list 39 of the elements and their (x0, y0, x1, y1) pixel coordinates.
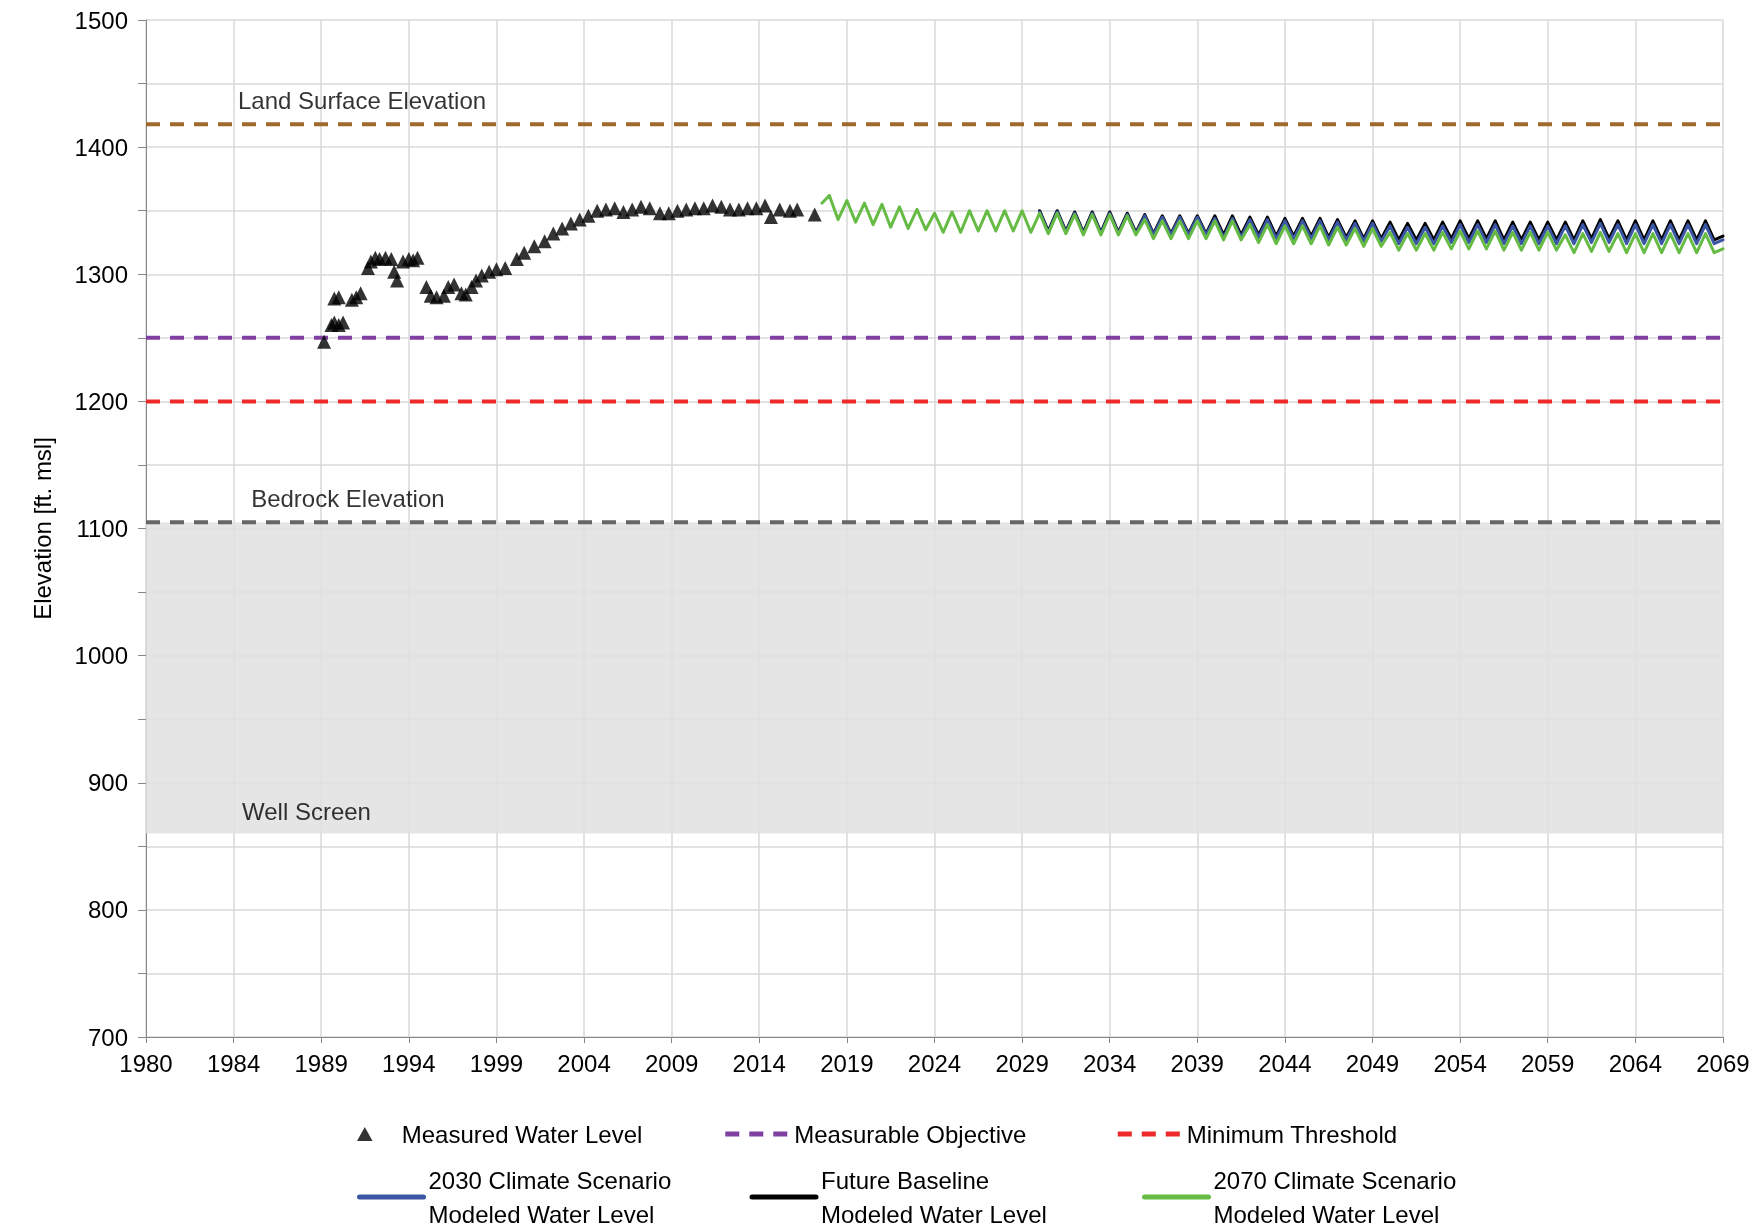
y-tick-label: 900 (87, 769, 128, 797)
legend-label: 2030 Climate Scenario Modeled Water Level (428, 1166, 678, 1224)
y-tick-label: 1300 (74, 260, 128, 288)
y-tick-label: 1200 (74, 387, 128, 415)
x-tick-label: 2069 (1696, 1049, 1750, 1077)
y-tick-label: 700 (87, 1023, 128, 1051)
x-tick-label: 2059 (1521, 1049, 1575, 1077)
legend-label: Future Baseline Modeled Water Level (821, 1166, 1047, 1224)
line-series (820, 193, 1725, 255)
x-tick-label: 2039 (1170, 1049, 1224, 1077)
band-label: Well Screen (242, 798, 371, 826)
x-tick-label: 1989 (294, 1049, 348, 1077)
legend-label: Minimum Threshold (1186, 1120, 1398, 1148)
y-tick-label: 1500 (74, 6, 128, 34)
x-tick-label: 1994 (382, 1049, 436, 1077)
x-tick-label: 1999 (469, 1049, 524, 1077)
x-tick-label: 2014 (732, 1049, 786, 1077)
annotation: Land Surface Elevation (237, 86, 487, 114)
x-tick-label: 2004 (557, 1049, 611, 1077)
x-tick-label: 2009 (644, 1049, 699, 1077)
legend-label: 2070 Climate Scenario Modeled Water Level (1213, 1166, 1463, 1224)
x-tick-label: 1984 (206, 1049, 261, 1077)
x-tick-label: 2049 (1345, 1049, 1400, 1077)
y-tick-label: 1400 (74, 133, 128, 161)
y-tick-label: 1000 (74, 642, 128, 670)
x-tick-label: 2024 (907, 1049, 962, 1077)
x-tick-label: 2054 (1433, 1049, 1487, 1077)
annotation: Bedrock Elevation (251, 484, 445, 512)
x-tick-label: 2019 (820, 1049, 874, 1077)
legend-label: Measured Water Level (401, 1120, 643, 1148)
y-tick-label: 800 (87, 896, 128, 924)
y-axis-title: Elevation [ft. msl] (28, 437, 56, 620)
legend-label: Measurable Objective (794, 1120, 1027, 1148)
x-tick-label: 2029 (995, 1049, 1049, 1077)
x-tick-label: 1980 (119, 1049, 173, 1077)
x-tick-label: 2034 (1082, 1049, 1137, 1077)
y-tick-label: 1100 (76, 515, 128, 542)
x-tick-label: 2064 (1608, 1049, 1663, 1077)
x-tick-label: 2044 (1258, 1049, 1312, 1077)
